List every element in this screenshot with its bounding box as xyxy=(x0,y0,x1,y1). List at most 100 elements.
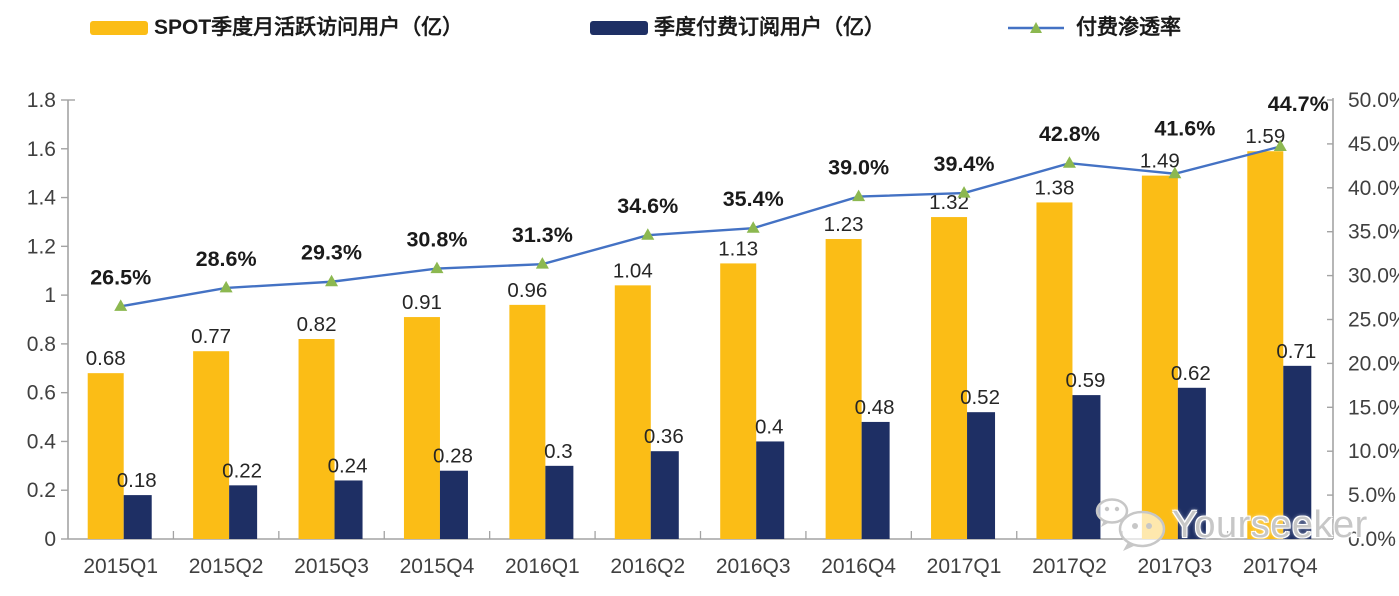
watermark: Yourseeker xyxy=(1094,496,1368,554)
subscribers-value-label: 0.24 xyxy=(328,454,368,477)
penetration-pct-label: 44.7% xyxy=(1268,92,1329,116)
penetration-pct-label: 26.5% xyxy=(90,265,151,289)
mau-bar-2016Q2 xyxy=(614,285,651,539)
right-axis-tick-label: 25.0% xyxy=(1348,309,1399,332)
subscribers-bar-2015Q4 xyxy=(439,470,468,539)
x-axis-label: 2016Q2 xyxy=(610,555,685,578)
mau-bar-2017Q2 xyxy=(1036,202,1073,539)
left-axis-tick-label: 0 xyxy=(44,528,56,551)
mau-bar-2017Q3 xyxy=(1141,175,1178,539)
mau-value-label: 1.23 xyxy=(824,213,864,236)
left-axis-tick-label: 1.6 xyxy=(27,138,56,161)
mau-bar-2017Q1 xyxy=(931,217,968,540)
mau-value-label: 1.04 xyxy=(613,259,653,282)
subscribers-value-label: 0.22 xyxy=(222,459,262,482)
penetration-pct-label: 28.6% xyxy=(196,247,257,271)
penetration-marker-2016Q3 xyxy=(746,221,760,233)
penetration-pct-label: 30.8% xyxy=(406,228,467,252)
right-axis-tick-label: 30.0% xyxy=(1348,265,1399,288)
subscribers-bar-swatch xyxy=(590,21,648,35)
subscribers-value-label: 0.71 xyxy=(1276,340,1316,363)
penetration-marker-2016Q4 xyxy=(852,189,866,202)
legend-item-penetration: 付费渗透率 xyxy=(1008,16,1181,40)
penetration-marker-2017Q1 xyxy=(957,186,971,198)
subscribers-bar-2017Q4 xyxy=(1283,365,1312,539)
subscribers-bar-2015Q3 xyxy=(334,480,363,539)
left-axis-tick-label: 1 xyxy=(44,284,56,307)
subscribers-bar-2017Q2 xyxy=(1072,395,1101,539)
mau-bar-2015Q2 xyxy=(193,351,230,539)
penetration-marker-2015Q3 xyxy=(325,274,339,287)
mau-value-label: 0.96 xyxy=(507,279,547,302)
penetration-marker-2017Q2 xyxy=(1062,156,1076,168)
subscribers-value-label: 0.3 xyxy=(544,440,573,463)
mau-value-label: 1.38 xyxy=(1035,176,1075,199)
wechat-bubbles-icon xyxy=(1095,498,1166,551)
penetration-marker-2016Q1 xyxy=(535,257,549,269)
penetration-marker-2017Q4 xyxy=(1273,139,1287,152)
x-axis-label: 2017Q3 xyxy=(1138,555,1213,578)
penetration-pct-label: 39.4% xyxy=(934,152,995,176)
penetration-pct-label: 41.6% xyxy=(1154,117,1215,141)
mau-bar-2015Q4 xyxy=(403,317,440,539)
x-axis-label: 2017Q1 xyxy=(927,555,1002,578)
x-axis-label: 2015Q2 xyxy=(189,555,264,578)
penetration-pct-label: 39.0% xyxy=(828,156,889,180)
subscribers-bar-2015Q2 xyxy=(229,485,258,539)
penetration-marker-2015Q4 xyxy=(430,261,444,274)
mau-value-label: 0.91 xyxy=(402,291,442,314)
mau-value-label: 0.82 xyxy=(297,313,337,336)
penetration-pct-label: 29.3% xyxy=(301,241,362,265)
mau-bar-swatch xyxy=(90,21,148,35)
legend-item-subscribers: 季度付费订阅用户（亿） xyxy=(590,16,885,40)
subscribers-bar-2016Q2 xyxy=(650,451,679,539)
mau-bar-2016Q4 xyxy=(825,239,862,539)
watermark-text: Yourseeker xyxy=(1172,503,1368,546)
mau-bar-2015Q1 xyxy=(87,373,124,539)
x-axis-label: 2015Q4 xyxy=(400,555,475,578)
penetration-marker-2015Q1 xyxy=(114,299,128,311)
penetration-pct-label: 31.3% xyxy=(512,223,573,247)
x-axis-label: 2017Q4 xyxy=(1243,555,1318,578)
right-axis-tick-label: 15.0% xyxy=(1348,396,1399,419)
right-axis-tick-label: 10.0% xyxy=(1348,440,1399,463)
right-axis-tick-label: 40.0% xyxy=(1348,177,1399,200)
subscribers-value-label: 0.36 xyxy=(644,425,684,448)
mau-bar-2015Q3 xyxy=(298,339,335,539)
x-axis-label: 2016Q3 xyxy=(716,555,791,578)
mau-bar-2016Q3 xyxy=(720,263,757,539)
penetration-line xyxy=(120,145,1281,308)
right-axis-tick-label: 20.0% xyxy=(1348,352,1399,375)
subscribers-bar-2016Q1 xyxy=(545,465,574,539)
right-axis-tick-label: 0.0% xyxy=(1348,528,1396,551)
x-axis-label: 2016Q1 xyxy=(505,555,580,578)
x-axis-label: 2016Q4 xyxy=(821,555,896,578)
subscribers-value-label: 0.18 xyxy=(117,469,157,492)
left-axis-tick-label: 0.4 xyxy=(27,430,57,453)
penetration-pct-label: 42.8% xyxy=(1039,122,1100,146)
left-axis-tick-label: 1.8 xyxy=(27,89,56,112)
legend-label-subscribers: 季度付费订阅用户（亿） xyxy=(654,16,885,39)
left-axis-tick-label: 0.6 xyxy=(27,382,56,405)
subscribers-value-label: 0.4 xyxy=(755,415,784,438)
x-axis-label: 2015Q3 xyxy=(294,555,369,578)
subscribers-value-label: 0.28 xyxy=(433,445,473,468)
legend-item-mau: SPOT季度月活跃访问用户（亿） xyxy=(90,16,463,40)
x-axis-label: 2017Q2 xyxy=(1032,555,1107,578)
right-axis-tick-label: 50.0% xyxy=(1348,89,1399,112)
left-axis-tick-label: 1.2 xyxy=(27,235,56,258)
left-axis-tick-label: 0.2 xyxy=(27,479,56,502)
right-axis-tick-label: 5.0% xyxy=(1348,484,1396,507)
subscribers-bar-2016Q4 xyxy=(861,421,890,539)
penetration-pct-label: 34.6% xyxy=(617,194,678,218)
penetration-marker-2016Q2 xyxy=(641,228,655,240)
left-axis-tick-label: 0.8 xyxy=(27,333,56,356)
mau-value-label: 1.13 xyxy=(718,237,758,260)
subscribers-bar-2015Q1 xyxy=(123,495,152,539)
penetration-pct-label: 35.4% xyxy=(723,187,784,211)
subscribers-bar-2017Q1 xyxy=(967,412,996,539)
mau-value-label: 1.49 xyxy=(1140,150,1180,173)
subscribers-value-label: 0.52 xyxy=(960,386,1000,409)
subscribers-value-label: 0.48 xyxy=(855,396,895,419)
legend-label-penetration: 付费渗透率 xyxy=(1076,16,1181,39)
